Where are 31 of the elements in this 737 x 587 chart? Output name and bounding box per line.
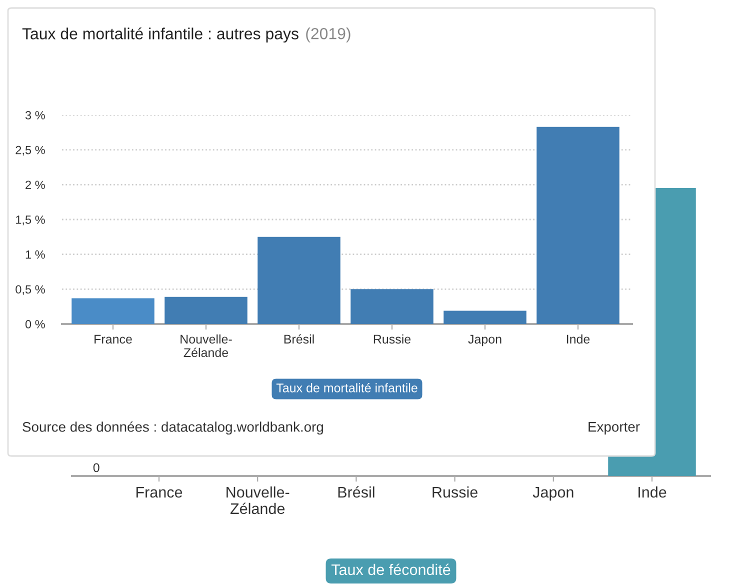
- x-tick-label: Russie: [432, 486, 478, 498]
- text: Taux de mortalité infantile: [276, 383, 418, 392]
- chart-subtitle: (2019): [306, 28, 350, 42]
- x-tick-label: France: [94, 334, 132, 344]
- x-tick-label: Russie: [374, 334, 411, 344]
- bar: [444, 310, 526, 324]
- text: Taux de fécondité: [331, 564, 450, 576]
- x-tick-label: Nouvelle-Zélande: [226, 486, 290, 514]
- y-tick-label: 0 %: [25, 320, 45, 328]
- y-tick-label: 1,5 %: [16, 216, 45, 226]
- x-tick-label: Inde: [566, 334, 590, 344]
- annotation: Exporter: [588, 422, 640, 434]
- x-tick-label: Inde: [638, 486, 666, 498]
- bar: [164, 296, 248, 324]
- y-tick-label: 1 %: [26, 250, 45, 259]
- x-tick-label: Japon: [468, 334, 502, 346]
- x-tick-label: Japon: [532, 486, 574, 501]
- chart-title: Taux de mortalité infantile : autres pays: [22, 27, 298, 43]
- annotation: 0: [93, 463, 100, 472]
- y-tick-label: 3 %: [25, 111, 45, 120]
- x-tick-label: Brésil: [338, 486, 374, 498]
- bar: [258, 236, 340, 324]
- annotation: Source des données : datacatalog.worldbank.org: [22, 421, 324, 435]
- bar: [72, 298, 154, 324]
- y-tick-label: 2 %: [26, 180, 45, 190]
- x-tick-label: Brésil: [284, 334, 314, 344]
- y-tick-label: 0,5 %: [16, 285, 45, 295]
- x-tick-label: France: [136, 486, 182, 498]
- x-tick-label: Nouvelle-Zélande: [180, 334, 232, 358]
- bar: [350, 289, 434, 324]
- y-tick-label: 2,5 %: [16, 146, 45, 156]
